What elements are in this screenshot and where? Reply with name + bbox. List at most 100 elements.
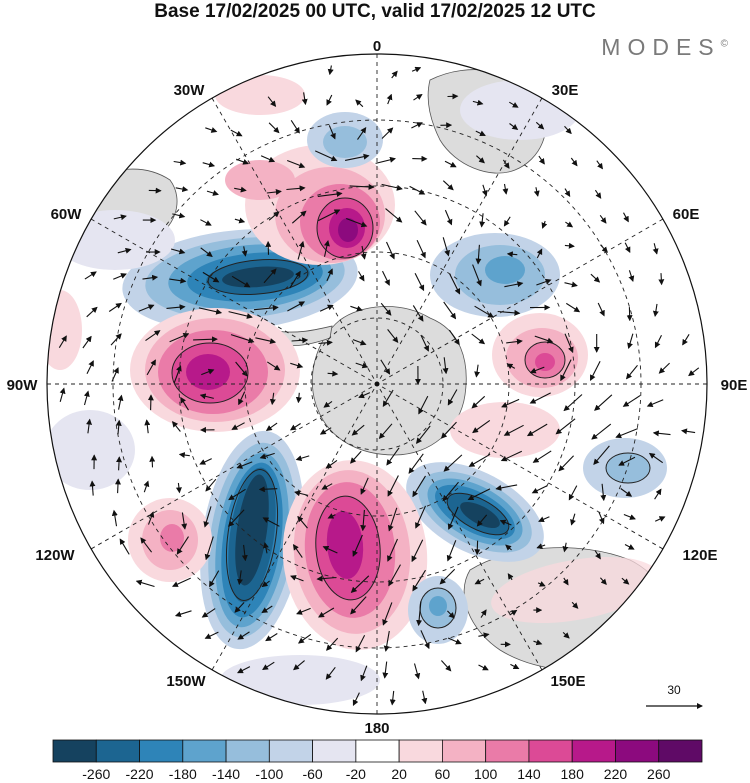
wind-arrow-icon xyxy=(350,450,362,464)
wind-arrow-icon xyxy=(204,536,214,561)
wind-arrow-icon xyxy=(83,390,90,406)
wind-arrow-icon xyxy=(180,396,189,411)
wind-arrow-icon xyxy=(625,364,638,380)
wind-arrow-icon xyxy=(170,248,186,255)
colorbar-tick-label: 100 xyxy=(474,766,498,782)
wind-arrow-icon xyxy=(442,357,449,375)
negative-anomaly-south-atlantic xyxy=(307,112,383,168)
wind-arrow-icon xyxy=(381,127,394,139)
wind-arrow-icon xyxy=(111,509,118,527)
wind-arrow-icon xyxy=(290,362,304,369)
wind-arrow-icon xyxy=(199,393,214,400)
wind-arrow-icon xyxy=(472,264,482,287)
wind-arrow-icon xyxy=(474,305,495,318)
wind-arrow-icon xyxy=(199,458,212,465)
wind-arrow-icon xyxy=(468,453,491,467)
wind-arrow-icon xyxy=(564,242,575,249)
wind-arrow-icon xyxy=(533,187,540,197)
wind-arrow-icon xyxy=(325,666,336,680)
wind-arrow-icon xyxy=(506,251,518,258)
wind-arrow-icon xyxy=(82,335,92,349)
wind-arrow-icon xyxy=(448,329,460,346)
colorbar-tick-label: -20 xyxy=(346,766,366,782)
colorbar-tick-label: 260 xyxy=(647,766,671,782)
wind-arrow-icon xyxy=(564,281,578,288)
wind-arrow-icon xyxy=(355,635,366,653)
wind-arrow-icon xyxy=(234,602,245,613)
wind-arrow-icon xyxy=(449,273,461,295)
wind-arrow-icon xyxy=(562,577,569,586)
colorbar-tick-label: 140 xyxy=(517,766,541,782)
wind-arrow-icon xyxy=(420,334,429,352)
wind-arrow-icon xyxy=(86,360,94,375)
wind-arrow-icon xyxy=(599,214,607,224)
wind-arrow-icon xyxy=(119,538,130,555)
wind-arrow-icon xyxy=(228,488,246,501)
wind-arrow-icon xyxy=(418,395,429,415)
wind-arrow-icon xyxy=(209,570,220,588)
south-pole-marker xyxy=(374,381,380,387)
contour-south-pacific-inner xyxy=(315,495,381,601)
wind-arrow-icon xyxy=(166,304,186,311)
wind-arrow-icon xyxy=(352,534,363,557)
wind-arrow-icon xyxy=(536,278,552,286)
wind-arrow-icon xyxy=(594,550,601,560)
wind-arrow-icon xyxy=(59,387,66,402)
wind-arrow-icon xyxy=(238,391,246,406)
wind-arrow-icon xyxy=(442,237,450,257)
wind-arrow-icon xyxy=(565,221,574,228)
wind-arrow-icon xyxy=(652,243,659,255)
colorbar-box xyxy=(312,739,357,763)
wind-arrow-icon xyxy=(591,423,612,440)
wind-arrow-icon xyxy=(253,304,279,311)
wind-arrow-icon xyxy=(292,543,303,558)
wind-arrow-icon xyxy=(360,665,368,682)
wind-arrow-icon xyxy=(328,125,336,140)
wind-arrow-icon xyxy=(172,212,186,219)
wind-arrow-icon xyxy=(316,575,337,582)
wind-arrow-icon xyxy=(411,122,423,129)
colorbar-box xyxy=(615,739,660,763)
lon-label-60e: 60E xyxy=(673,206,700,223)
wind-arrow-icon xyxy=(355,99,364,108)
wind-arrow-icon xyxy=(566,302,581,313)
lon-label-0: 0 xyxy=(373,38,381,55)
weak-negative-south xyxy=(220,655,380,705)
wind-arrow-icon xyxy=(562,631,570,639)
wind-arrow-icon xyxy=(409,185,426,195)
wind-arrow-icon xyxy=(262,517,280,527)
wind-arrow-icon xyxy=(181,512,188,530)
wind-arrow-icon xyxy=(205,127,218,133)
wind-arrow-icon xyxy=(265,633,278,642)
wind-arrow-icon xyxy=(327,370,339,377)
colorbar-tick-label: 180 xyxy=(561,766,585,782)
colorbar-ticks: -260 -220 -180 -140 -100 -60 -20 20 60 100 140 180 2… xyxy=(82,766,670,782)
wind-arrow-icon xyxy=(241,246,248,257)
wind-arrow-icon xyxy=(350,305,363,312)
wind-arrow-icon xyxy=(624,544,635,550)
wind-arrow-icon xyxy=(352,692,360,707)
wind-arrow-icon xyxy=(317,191,343,198)
weak-positive-west-edge xyxy=(47,290,82,370)
colorbar-box xyxy=(571,739,616,763)
wind-arrow-icon xyxy=(287,159,306,169)
colorbar-tick-label: -140 xyxy=(212,766,240,782)
wind-arrow-icon xyxy=(178,452,190,459)
wind-arrow-icon xyxy=(414,210,427,226)
colorbar-tick-label: -260 xyxy=(82,766,110,782)
wind-arrow-icon xyxy=(536,248,543,259)
wind-arrow-icon xyxy=(646,399,664,407)
wind-arrow-icon xyxy=(352,339,367,346)
wind-arrow-icon xyxy=(205,478,217,492)
wind-arrow-icon xyxy=(474,578,485,585)
wind-arrow-icon xyxy=(287,301,306,312)
wind-arrow-icon xyxy=(301,92,308,106)
wind-arrow-icon xyxy=(230,129,243,137)
wind-arrow-icon xyxy=(623,513,636,520)
wind-arrow-icon xyxy=(171,577,191,587)
wind-arrow-icon xyxy=(509,609,518,616)
wind-arrow-icon xyxy=(326,268,333,282)
wind-arrow-icon xyxy=(113,214,127,221)
wind-arrow-icon xyxy=(681,428,696,435)
lon-label-90w: 90W xyxy=(7,377,39,394)
